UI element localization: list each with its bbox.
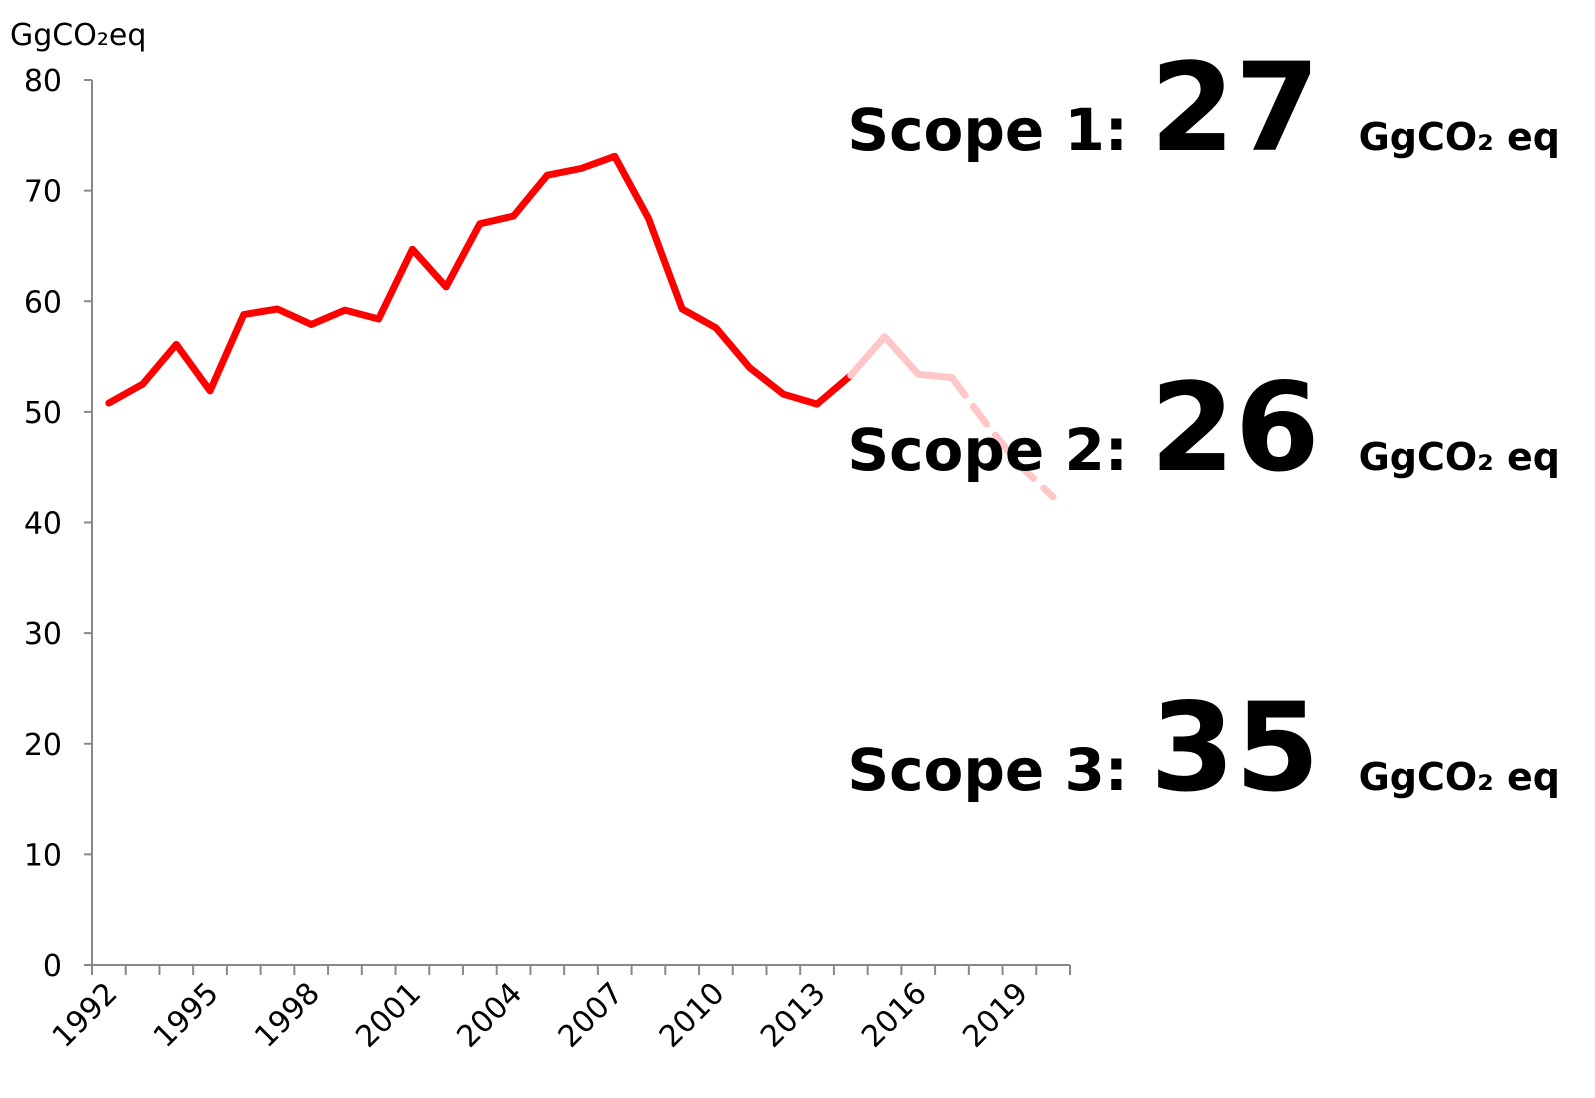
y-tick-label: 30 bbox=[24, 617, 62, 652]
scope-value: 27 bbox=[1150, 37, 1320, 179]
y-tick-label: 40 bbox=[24, 507, 62, 542]
scope-label: Scope 3: bbox=[847, 736, 1128, 804]
y-axis-label: GgCO₂eq bbox=[10, 18, 146, 53]
x-tick-label: 2010 bbox=[653, 976, 732, 1055]
x-tick-label: 2007 bbox=[552, 976, 631, 1055]
x-tick-label: 2001 bbox=[349, 976, 428, 1055]
x-tick-label: 2013 bbox=[754, 976, 833, 1055]
scope-label: Scope 1: bbox=[847, 96, 1128, 164]
y-tick-label: 80 bbox=[24, 64, 62, 99]
line-series bbox=[948, 374, 1057, 501]
scope-label: Scope 2: bbox=[847, 416, 1128, 484]
x-tick-label: 2019 bbox=[956, 976, 1035, 1055]
y-tick-label: 60 bbox=[24, 285, 62, 320]
x-tick-label: 2004 bbox=[450, 976, 529, 1055]
y-tick-label: 10 bbox=[24, 838, 62, 873]
line-series bbox=[847, 333, 956, 382]
scope-value: 26 bbox=[1150, 357, 1320, 499]
x-tick-label: 1992 bbox=[46, 976, 125, 1055]
y-tick-label: 0 bbox=[43, 949, 62, 984]
y-tick-label: 70 bbox=[24, 175, 62, 210]
scope-unit: GgCO₂ eq bbox=[1359, 435, 1560, 479]
y-tick-label: 20 bbox=[24, 728, 62, 763]
scope-value: 35 bbox=[1150, 677, 1320, 819]
scope-unit: GgCO₂ eq bbox=[1359, 115, 1560, 159]
x-tick-label: 1995 bbox=[147, 976, 226, 1055]
line-series bbox=[105, 152, 855, 408]
scope-unit: GgCO₂ eq bbox=[1359, 755, 1560, 799]
y-tick-label: 50 bbox=[24, 396, 62, 431]
x-tick-label: 2016 bbox=[855, 976, 934, 1055]
x-tick-label: 1998 bbox=[248, 976, 327, 1055]
